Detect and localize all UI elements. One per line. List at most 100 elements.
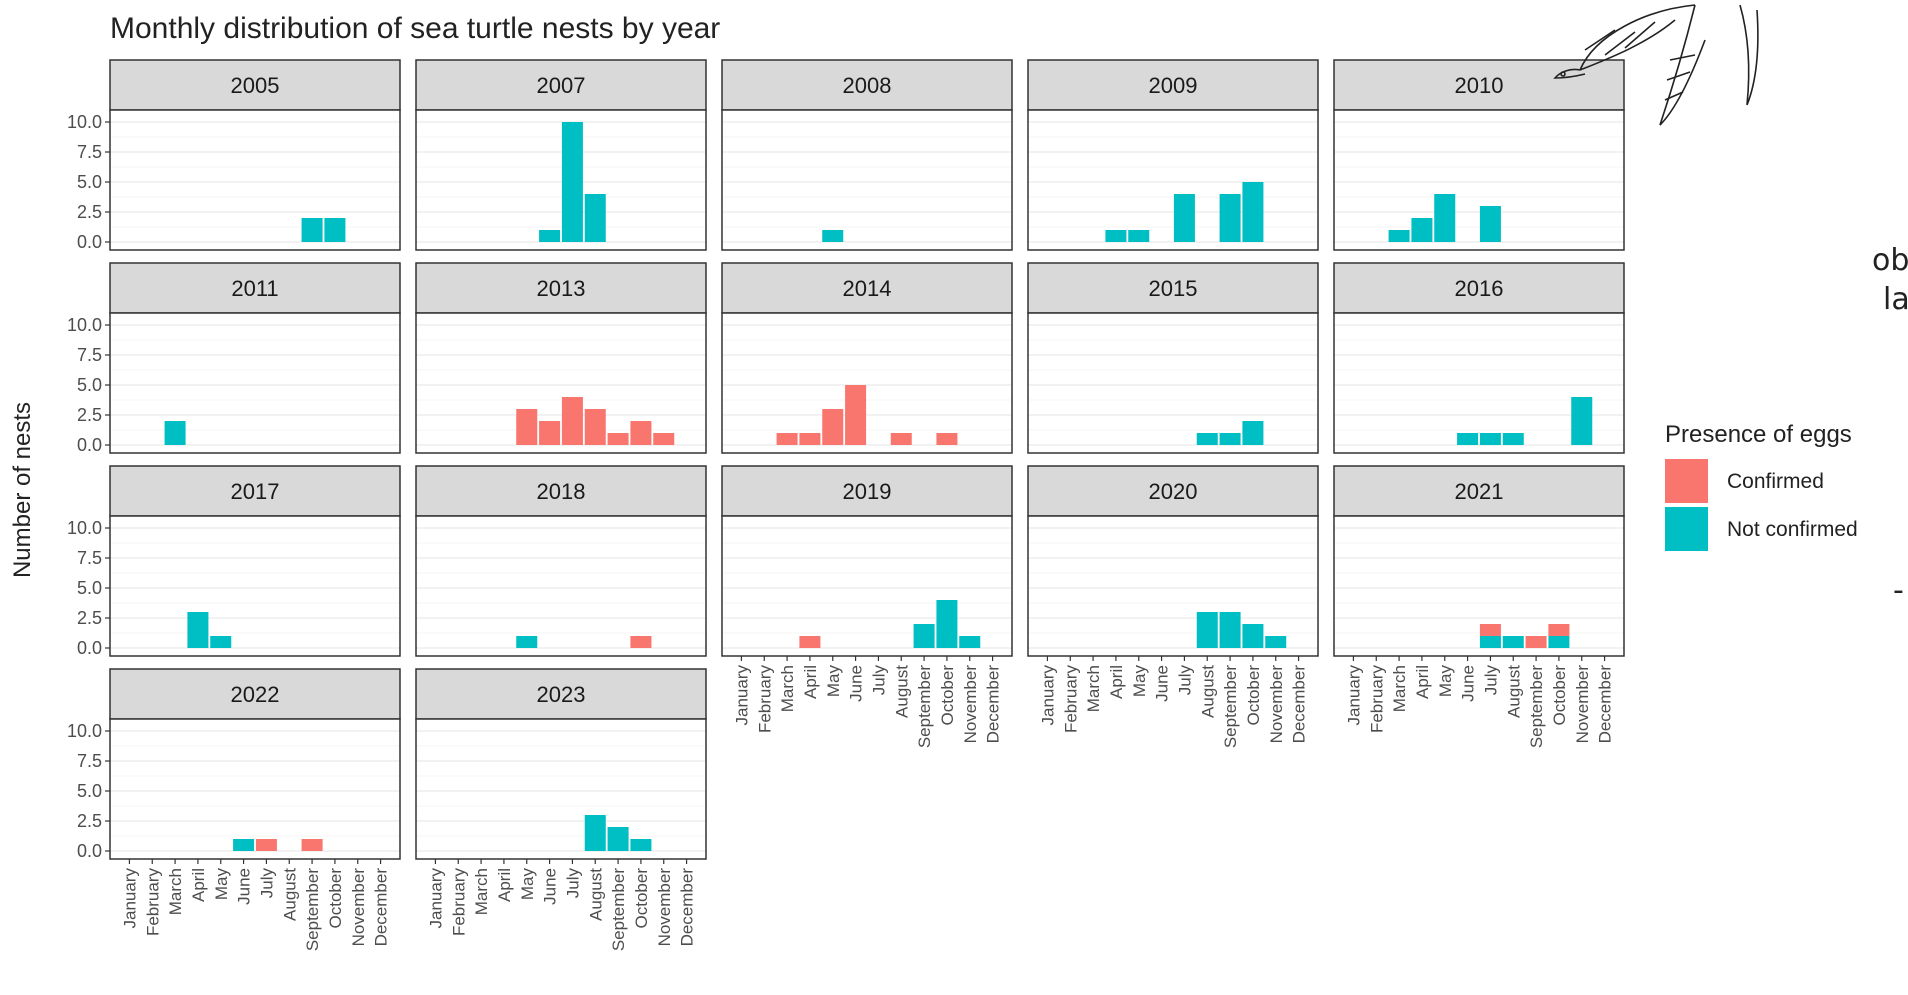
panel-border bbox=[415, 312, 707, 454]
facet-panel-2005: 2005 0.0 2.5 5.0 7.5 10.0 bbox=[67, 59, 401, 252]
y-tick-label: 0.0 bbox=[77, 232, 102, 252]
bar-may-confirmed bbox=[516, 409, 538, 445]
facet-strip bbox=[1027, 465, 1319, 517]
plot-area bbox=[1028, 110, 1318, 250]
x-tick-label: September bbox=[1221, 665, 1240, 748]
legend-title: Presence of eggs bbox=[1665, 421, 1852, 448]
plot-area bbox=[1028, 313, 1318, 453]
facet-panel-2017: 2017 0.0 2.5 5.0 7.5 10.0 bbox=[67, 465, 401, 658]
bar-september-confirmed bbox=[301, 839, 323, 851]
bar-july-not-confirmed bbox=[561, 122, 583, 242]
x-tick-label: February bbox=[1061, 665, 1080, 734]
facet-strip bbox=[1333, 262, 1625, 314]
facet-panel-2018: 2018 bbox=[415, 465, 707, 657]
bar-may-not-confirmed bbox=[822, 230, 844, 242]
x-tick-label: September bbox=[609, 868, 628, 951]
y-tick-label: 2.5 bbox=[77, 608, 102, 628]
bar-may-not-confirmed bbox=[210, 636, 232, 648]
x-tick-label: March bbox=[778, 665, 797, 712]
x-tick-label: November bbox=[1573, 665, 1592, 744]
plot-area bbox=[416, 313, 706, 453]
x-tick-label: June bbox=[1459, 665, 1478, 702]
y-tick-label: 0.0 bbox=[77, 841, 102, 861]
bar-october-not-confirmed bbox=[1242, 182, 1264, 242]
x-tick-label: February bbox=[1367, 665, 1386, 734]
x-tick-label: June bbox=[235, 868, 254, 905]
bar-august-confirmed bbox=[584, 409, 606, 445]
plot-area bbox=[416, 719, 706, 859]
bar-may-not-confirmed bbox=[516, 636, 538, 648]
bar-september-confirmed bbox=[607, 433, 629, 445]
facet-panel-2009: 2009 bbox=[1027, 59, 1319, 251]
bar-november-not-confirmed bbox=[959, 636, 981, 648]
bar-may-confirmed bbox=[822, 409, 844, 445]
bar-september-confirmed bbox=[1525, 636, 1547, 648]
bar-july-not-confirmed bbox=[1479, 636, 1501, 648]
y-tick-label: 10.0 bbox=[67, 112, 102, 132]
x-tick-label: January bbox=[120, 868, 139, 929]
bar-july-confirmed bbox=[561, 397, 583, 445]
x-tick-label: October bbox=[632, 868, 651, 929]
bar-july-confirmed bbox=[1479, 624, 1501, 636]
legend-swatch-confirmed bbox=[1665, 459, 1708, 503]
bar-september-not-confirmed bbox=[913, 624, 935, 648]
x-tick-label: October bbox=[1550, 665, 1569, 726]
panel-border bbox=[1027, 109, 1319, 251]
facet-panel-2021: 2021 January February March April May June July… bbox=[1333, 465, 1625, 748]
bar-september-not-confirmed bbox=[1219, 612, 1241, 648]
y-tick-label: 10.0 bbox=[67, 518, 102, 538]
plot-area bbox=[416, 516, 706, 656]
bar-april-not-confirmed bbox=[1105, 230, 1127, 242]
x-tick-label: February bbox=[449, 868, 468, 937]
x-tick-label: October bbox=[1244, 665, 1263, 726]
plot-area bbox=[1028, 516, 1318, 656]
panel-border bbox=[415, 718, 707, 860]
bar-may-not-confirmed bbox=[1128, 230, 1150, 242]
facet-panel-2019: 2019 January February March April May June July… bbox=[721, 465, 1013, 748]
panel-border bbox=[1333, 109, 1625, 251]
x-tick-label: May bbox=[212, 868, 231, 901]
panel-border bbox=[1027, 312, 1319, 454]
sea-turtle-illustration bbox=[1553, 4, 1759, 126]
bar-november-not-confirmed bbox=[1571, 397, 1593, 445]
bar-september-not-confirmed bbox=[1219, 194, 1241, 242]
facet-panel-2013: 2013 bbox=[415, 262, 707, 454]
x-tick-label: December bbox=[678, 868, 697, 947]
bar-october-confirmed bbox=[936, 433, 958, 445]
plot-area bbox=[110, 516, 400, 656]
bar-june-confirmed bbox=[845, 385, 867, 445]
x-tick-label: September bbox=[303, 868, 322, 951]
y-tick-label: 10.0 bbox=[67, 721, 102, 741]
facet-label: 2013 bbox=[537, 276, 586, 301]
bar-july-not-confirmed bbox=[1479, 206, 1501, 242]
x-tick-label: July bbox=[563, 868, 582, 899]
plot-area bbox=[722, 313, 1012, 453]
facet-label: 2009 bbox=[1149, 73, 1198, 98]
y-tick-label: 0.0 bbox=[77, 638, 102, 658]
facet-strip bbox=[1027, 262, 1319, 314]
facet-label: 2008 bbox=[843, 73, 892, 98]
bar-august-not-confirmed bbox=[1196, 433, 1218, 445]
panel-border bbox=[721, 109, 1013, 251]
x-tick-label: June bbox=[1153, 665, 1172, 702]
bar-march-not-confirmed bbox=[164, 421, 186, 445]
facet-label: 2020 bbox=[1149, 479, 1198, 504]
x-tick-label: March bbox=[472, 868, 491, 915]
facet-strip bbox=[721, 262, 1013, 314]
facet-panel-2020: 2020 January February March April May June July… bbox=[1027, 465, 1319, 748]
facet-label: 2019 bbox=[843, 479, 892, 504]
panel-border bbox=[109, 515, 401, 657]
bar-june-not-confirmed bbox=[1457, 433, 1479, 445]
bar-june-not-confirmed bbox=[539, 230, 561, 242]
plot-area bbox=[722, 516, 1012, 656]
bar-july-not-confirmed bbox=[1479, 433, 1501, 445]
panel-border bbox=[109, 312, 401, 454]
x-tick-label: September bbox=[915, 665, 934, 748]
y-tick-label: 10.0 bbox=[67, 315, 102, 335]
x-tick-label: January bbox=[1344, 665, 1363, 726]
bar-march-not-confirmed bbox=[1388, 230, 1410, 242]
x-tick-label: December bbox=[1596, 665, 1615, 744]
panel-border bbox=[1333, 515, 1625, 657]
facet-panel-2007: 2007 bbox=[415, 59, 707, 251]
